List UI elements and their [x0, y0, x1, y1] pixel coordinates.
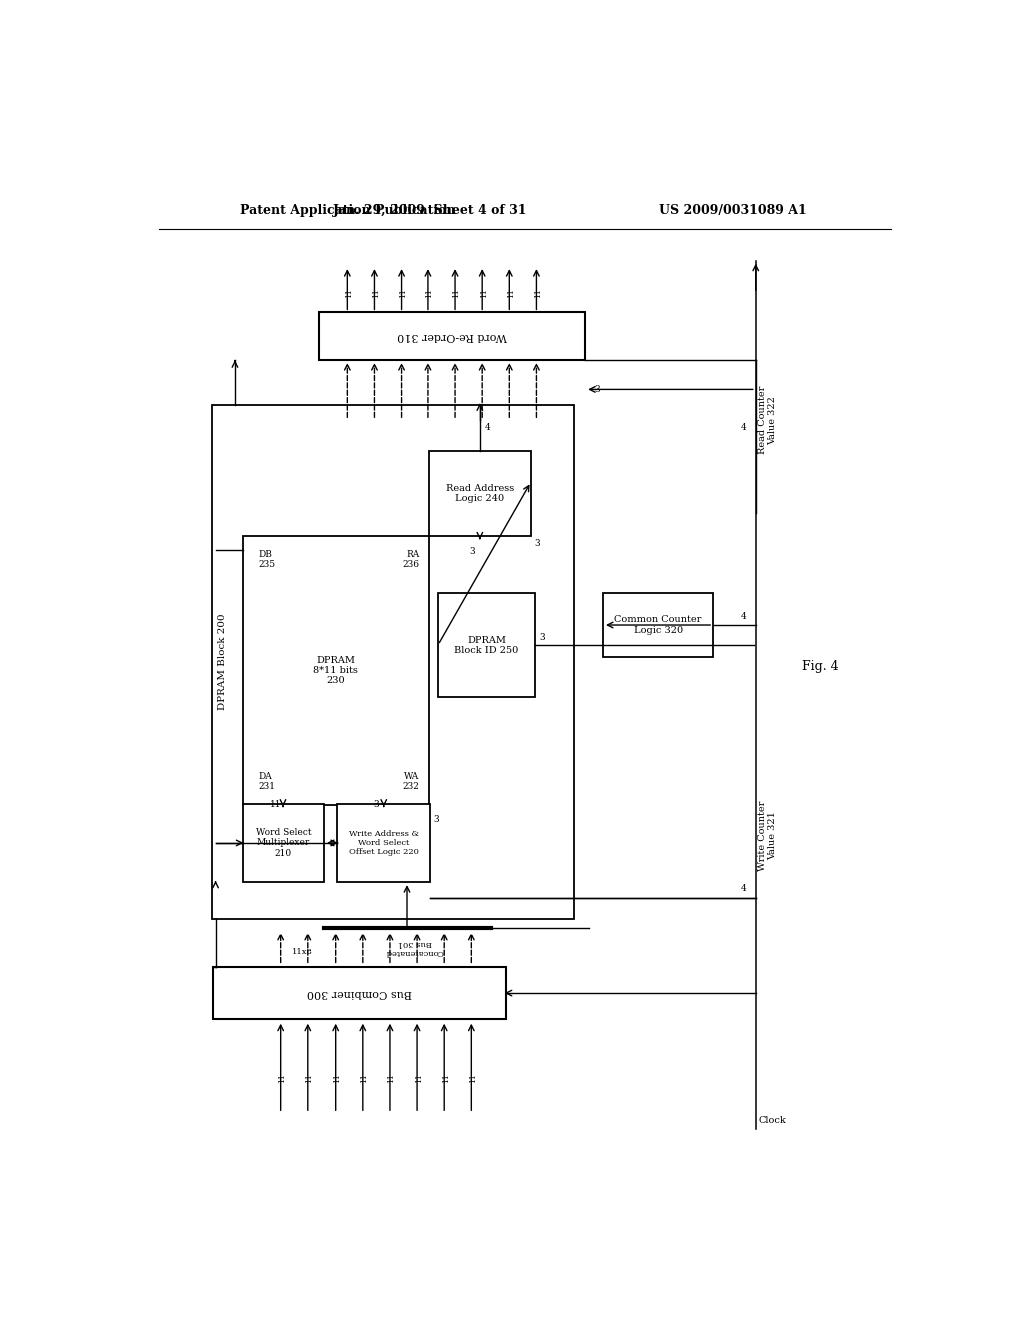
Bar — [438, 594, 535, 697]
Text: 11: 11 — [469, 1073, 477, 1084]
Bar — [337, 804, 430, 882]
Bar — [243, 804, 324, 882]
Text: Read Counter
Value 322: Read Counter Value 322 — [758, 385, 777, 454]
Text: Word Re-Order 310: Word Re-Order 310 — [397, 331, 507, 342]
Text: DPRAM Block 200: DPRAM Block 200 — [218, 614, 227, 710]
Text: WA
232: WA 232 — [402, 772, 420, 792]
Text: 11: 11 — [360, 1073, 369, 1084]
Text: Fig. 4: Fig. 4 — [802, 660, 839, 673]
Text: Common Counter
Logic 320: Common Counter Logic 320 — [614, 615, 701, 635]
Text: 3: 3 — [595, 385, 600, 393]
Bar — [243, 536, 429, 805]
Text: Jan. 29, 2009  Sheet 4 of 31: Jan. 29, 2009 Sheet 4 of 31 — [333, 205, 527, 218]
Text: 11: 11 — [415, 1073, 423, 1084]
Text: DPRAM
Block ID 250: DPRAM Block ID 250 — [455, 636, 518, 655]
Text: Bus Combiner 300: Bus Combiner 300 — [307, 989, 413, 998]
Text: 11: 11 — [534, 288, 542, 298]
Text: 11: 11 — [269, 800, 281, 809]
Text: Concatenated
Bus 301: Concatenated Bus 301 — [386, 939, 444, 956]
Text: DB
235: DB 235 — [258, 549, 275, 569]
Text: 11x8: 11x8 — [292, 948, 312, 956]
Text: RA
236: RA 236 — [402, 549, 420, 569]
Text: 11: 11 — [387, 1073, 395, 1084]
Text: 11: 11 — [279, 1073, 287, 1084]
Text: 11: 11 — [333, 1073, 341, 1084]
Text: Read Address
Logic 240: Read Address Logic 240 — [445, 483, 514, 503]
Text: 11: 11 — [441, 1073, 450, 1084]
Text: Patent Application Publication: Patent Application Publication — [241, 205, 456, 218]
Text: 3: 3 — [540, 632, 546, 642]
Text: 11: 11 — [399, 288, 408, 298]
Bar — [318, 313, 586, 360]
Text: 11: 11 — [426, 288, 433, 298]
Text: 3: 3 — [433, 814, 439, 824]
Text: 4: 4 — [740, 884, 746, 892]
Text: Word Select
Multiplexer
210: Word Select Multiplexer 210 — [256, 828, 311, 858]
Text: 11: 11 — [345, 288, 353, 298]
Bar — [429, 451, 531, 536]
Text: 11: 11 — [372, 288, 380, 298]
Text: 11: 11 — [453, 288, 461, 298]
Text: Write Counter
Value 321: Write Counter Value 321 — [758, 801, 777, 871]
Bar — [212, 405, 573, 919]
Text: US 2009/0031089 A1: US 2009/0031089 A1 — [658, 205, 806, 218]
Text: Clock: Clock — [758, 1115, 785, 1125]
Text: 3: 3 — [469, 546, 475, 556]
Text: 3: 3 — [535, 539, 540, 548]
Text: 4: 4 — [740, 612, 746, 620]
Text: 11: 11 — [479, 288, 487, 298]
Bar — [603, 593, 713, 657]
Text: DA
231: DA 231 — [258, 772, 275, 792]
Text: 11: 11 — [305, 1073, 313, 1084]
Text: 4: 4 — [484, 424, 490, 433]
Text: DPRAM
8*11 bits
230: DPRAM 8*11 bits 230 — [313, 656, 358, 685]
Text: 11: 11 — [507, 288, 515, 298]
Text: 4: 4 — [740, 424, 746, 433]
Text: Write Address &
Word Select
Offset Logic 220: Write Address & Word Select Offset Logic… — [349, 830, 419, 857]
Bar — [213, 966, 506, 1019]
Text: 3: 3 — [373, 800, 379, 809]
